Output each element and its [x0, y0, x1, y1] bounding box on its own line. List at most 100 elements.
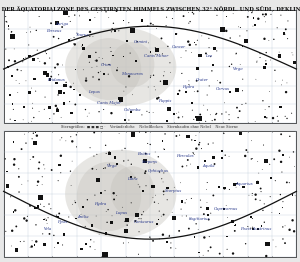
Point: [214, 49, 219, 53]
Point: [153, 46, 158, 50]
Point: [28, 30, 33, 34]
Point: [29, 244, 34, 249]
Point: [122, 219, 127, 223]
Point: [68, 37, 73, 41]
Point: [206, 142, 211, 146]
Point: [192, 40, 197, 45]
Point: [172, 112, 177, 116]
Point: [71, 81, 76, 85]
Point: [206, 217, 211, 222]
Point: [46, 216, 50, 220]
Point: [60, 25, 64, 29]
Point: [6, 27, 11, 31]
Point: [212, 47, 217, 51]
Point: [31, 131, 36, 135]
Point: [106, 72, 111, 76]
Point: [57, 163, 62, 167]
Point: [28, 157, 33, 162]
Point: [11, 210, 16, 214]
Point: [21, 118, 26, 122]
Point: [117, 131, 122, 135]
Ellipse shape: [77, 162, 141, 231]
Point: [129, 162, 134, 166]
Point: [124, 218, 129, 222]
Point: [211, 193, 216, 198]
Point: [74, 145, 79, 149]
Text: Auriga: Auriga: [56, 22, 69, 26]
Text: Aquila: Aquila: [202, 164, 215, 168]
Point: [62, 91, 67, 95]
Point: [94, 50, 98, 54]
Point: [238, 43, 242, 47]
Point: [71, 87, 76, 91]
Point: [280, 225, 285, 229]
Point: [16, 167, 21, 171]
Point: [277, 149, 282, 153]
Point: [32, 205, 37, 209]
Point: [227, 187, 232, 192]
Point: [273, 179, 278, 183]
Point: [179, 71, 184, 75]
Ellipse shape: [65, 150, 176, 238]
Point: [12, 157, 17, 161]
Point: [34, 134, 39, 138]
Point: [23, 79, 28, 83]
Point: [223, 153, 228, 157]
Point: [38, 202, 43, 206]
Point: [184, 197, 189, 201]
Point: [94, 152, 99, 156]
Point: [129, 110, 134, 114]
Point: [148, 74, 153, 78]
Point: [87, 34, 92, 39]
Point: [49, 21, 53, 25]
Point: [25, 214, 30, 219]
Point: [127, 118, 131, 122]
Point: [219, 149, 224, 153]
Point: [14, 248, 19, 252]
Point: [88, 245, 93, 249]
Point: [140, 212, 144, 217]
Point: [279, 132, 283, 136]
Point: [44, 218, 49, 222]
Point: [195, 89, 200, 93]
Point: [5, 184, 10, 188]
Point: [157, 170, 162, 174]
Point: [286, 19, 290, 23]
Point: [54, 81, 59, 85]
Point: [217, 185, 221, 189]
Point: [26, 179, 30, 183]
Point: [22, 239, 26, 243]
Point: [80, 43, 85, 47]
Point: [140, 19, 144, 23]
Point: [38, 195, 43, 200]
Point: [54, 21, 59, 25]
Point: [9, 30, 14, 34]
Point: [285, 36, 290, 41]
Point: [148, 50, 153, 54]
Point: [198, 112, 203, 117]
Point: [287, 155, 292, 159]
Point: [212, 162, 217, 166]
Point: [55, 106, 60, 111]
Point: [106, 15, 111, 20]
Point: [26, 43, 31, 47]
Point: [222, 101, 227, 105]
Point: [240, 44, 245, 48]
Point: [192, 90, 197, 94]
Point: [91, 35, 95, 39]
Point: [135, 40, 140, 44]
Point: [147, 110, 152, 114]
Point: [238, 131, 243, 135]
Point: [268, 195, 273, 199]
Point: [109, 30, 114, 34]
Point: [13, 118, 17, 122]
Point: [156, 201, 161, 205]
Point: [208, 211, 213, 215]
Point: [10, 74, 14, 78]
Point: [263, 62, 268, 66]
Point: [52, 112, 56, 116]
Point: [214, 112, 218, 117]
Point: [57, 211, 62, 216]
Point: [228, 36, 232, 40]
Point: [233, 223, 238, 227]
